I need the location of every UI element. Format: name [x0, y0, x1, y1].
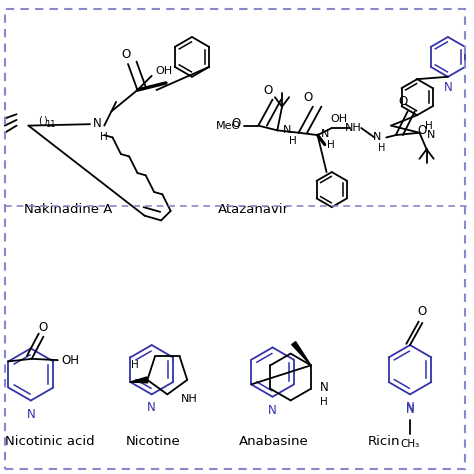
- Text: (: (: [38, 116, 42, 126]
- Text: N: N: [373, 132, 381, 143]
- Text: Atazanavir: Atazanavir: [218, 203, 289, 216]
- Text: O: O: [263, 83, 273, 97]
- Text: N: N: [406, 401, 414, 414]
- Text: H: H: [100, 132, 108, 143]
- Text: Ricin: Ricin: [367, 435, 400, 448]
- Text: N: N: [283, 125, 291, 136]
- Text: NH: NH: [181, 394, 198, 404]
- Text: H: H: [425, 120, 433, 131]
- Polygon shape: [130, 377, 148, 383]
- Text: O: O: [39, 321, 48, 334]
- Text: N: N: [27, 409, 35, 421]
- Text: 11: 11: [46, 120, 56, 128]
- Polygon shape: [292, 342, 311, 365]
- Text: H: H: [319, 397, 327, 407]
- Text: O: O: [417, 124, 427, 137]
- Text: N: N: [444, 81, 452, 94]
- Text: NH: NH: [345, 123, 362, 133]
- Text: Anabasine: Anabasine: [239, 435, 309, 448]
- Text: OH: OH: [330, 113, 347, 124]
- Text: N: N: [319, 381, 328, 394]
- Text: O: O: [121, 48, 130, 61]
- Text: H: H: [378, 143, 385, 153]
- Text: OH: OH: [155, 66, 172, 76]
- Text: ): ): [43, 116, 47, 126]
- Text: N: N: [320, 129, 329, 139]
- Text: H: H: [289, 136, 296, 146]
- Text: N: N: [427, 130, 436, 140]
- Text: H: H: [327, 139, 335, 150]
- Text: N: N: [93, 117, 101, 130]
- Text: N: N: [268, 404, 277, 417]
- Text: MeO: MeO: [216, 120, 241, 131]
- Text: Nakinadine A: Nakinadine A: [24, 203, 112, 216]
- Text: O: O: [303, 91, 313, 104]
- Text: Nicotine: Nicotine: [126, 435, 181, 448]
- Text: O: O: [231, 117, 241, 130]
- Text: O: O: [398, 95, 408, 109]
- Text: O: O: [418, 305, 427, 319]
- Text: CH₃: CH₃: [401, 438, 419, 449]
- Text: N: N: [147, 401, 156, 414]
- Text: N: N: [406, 402, 414, 416]
- Text: OH: OH: [62, 354, 80, 366]
- Text: Nicotinic acid: Nicotinic acid: [5, 435, 94, 448]
- Text: H: H: [131, 360, 139, 370]
